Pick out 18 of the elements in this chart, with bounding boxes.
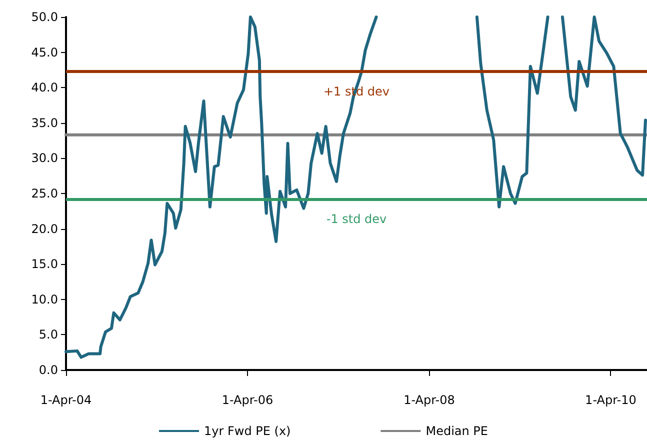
x-tick-label: 1-Apr-10	[585, 393, 636, 407]
y-tick-label: 45.0	[31, 45, 58, 60]
x-tick-label: 1-Apr-04	[40, 393, 92, 407]
x-tick-label: 1-Apr-06	[222, 393, 274, 407]
y-tick-label: 25.0	[31, 186, 58, 200]
x-tick-label: 1-Apr-08	[404, 393, 455, 407]
y-tick-label: 15.0	[31, 257, 58, 272]
y-tick-label: 0.0	[38, 363, 58, 377]
legend-label: 1yr Fwd PE (x)	[204, 424, 291, 438]
legend-label: Median PE	[426, 424, 488, 438]
y-tick-label: 50.0	[31, 10, 58, 24]
y-tick-label: 40.0	[31, 80, 58, 95]
y-tick-label: 5.0	[38, 328, 58, 342]
y-tick-label: 35.0	[31, 116, 58, 130]
ref-line-label: -1 std dev	[326, 212, 387, 226]
y-tick-label: 20.0	[31, 222, 58, 236]
y-tick-label: 30.0	[31, 151, 58, 166]
y-tick-label: 10.0	[31, 292, 58, 306]
